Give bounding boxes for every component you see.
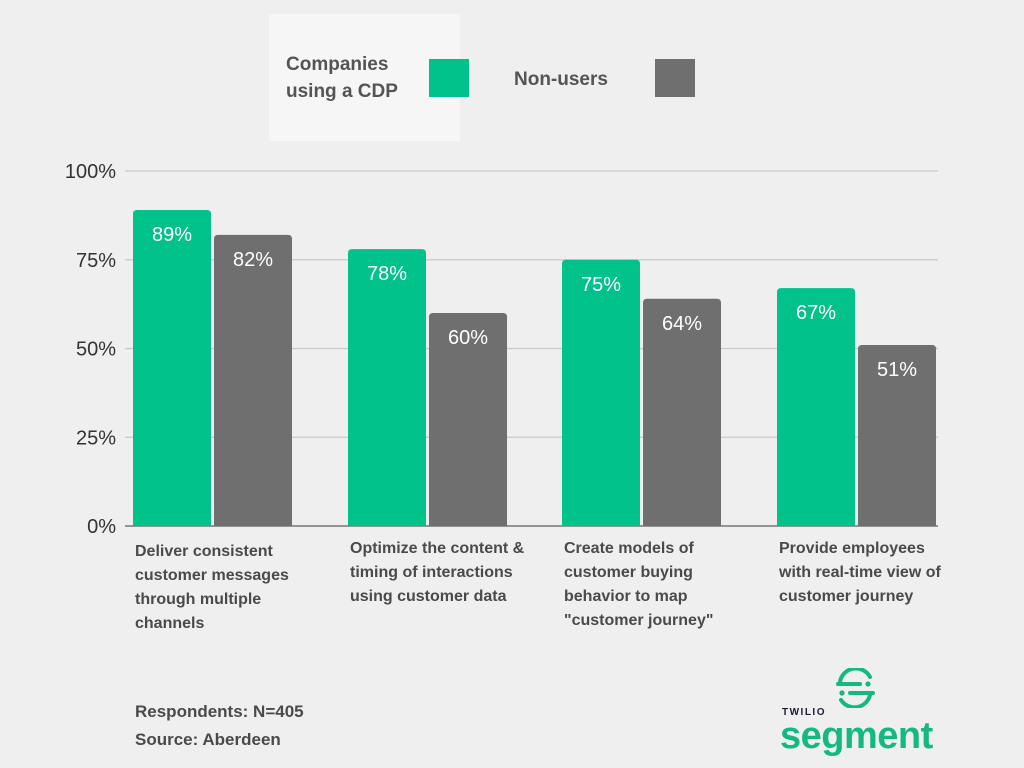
bar-value-label: 75%: [581, 274, 621, 296]
y-tick-label: 25%: [76, 427, 116, 449]
bar-value-label: 67%: [796, 302, 836, 324]
category-label: Optimize the content & timing of interac…: [350, 540, 525, 605]
segment-logo: TWILIO segment: [780, 664, 940, 760]
y-tick-label: 50%: [76, 339, 116, 361]
footnote: Respondents: N=405 Source: Aberdeen: [135, 698, 304, 754]
legend-label-non-users: Non-users: [514, 69, 608, 90]
bar-value-label: 78%: [367, 263, 407, 285]
bar-value-label: 82%: [233, 249, 273, 271]
bar-non-users: [214, 234, 292, 526]
y-tick-label: 75%: [76, 250, 116, 272]
bar-non-users: [858, 344, 936, 526]
y-tick-label: 0%: [87, 516, 116, 538]
bar-non-users: [643, 298, 721, 526]
segment-mark-icon: [836, 668, 875, 708]
category-label: Deliver consistent customer messages thr…: [135, 543, 289, 632]
legend-box: [269, 14, 460, 141]
bar-cdp: [133, 210, 211, 527]
logo-twilio-text: TWILIO: [782, 707, 826, 718]
legend-label-cdp: Companies using a CDP: [286, 54, 398, 102]
category-label: Provide employees with real-time view of…: [779, 540, 941, 605]
bar-cdp: [348, 249, 426, 526]
legend-swatch-cdp: [429, 59, 469, 97]
bar-value-label: 60%: [448, 327, 488, 349]
bar-cdp: [562, 259, 640, 526]
bar-cdp: [777, 288, 855, 526]
bar-value-label: 64%: [662, 313, 702, 335]
y-tick-label: 100%: [65, 161, 116, 183]
bar-non-users: [429, 313, 507, 526]
logo-segment-text: segment: [780, 715, 933, 757]
bar-value-label: 51%: [877, 359, 917, 381]
respondents-note: Respondents: N=405: [135, 702, 304, 721]
source-note: Source: Aberdeen: [135, 730, 281, 749]
bar-value-label: 89%: [152, 224, 192, 246]
category-label: Create models of customer buying behavio…: [564, 540, 714, 629]
legend-swatch-non-users: [655, 59, 695, 97]
